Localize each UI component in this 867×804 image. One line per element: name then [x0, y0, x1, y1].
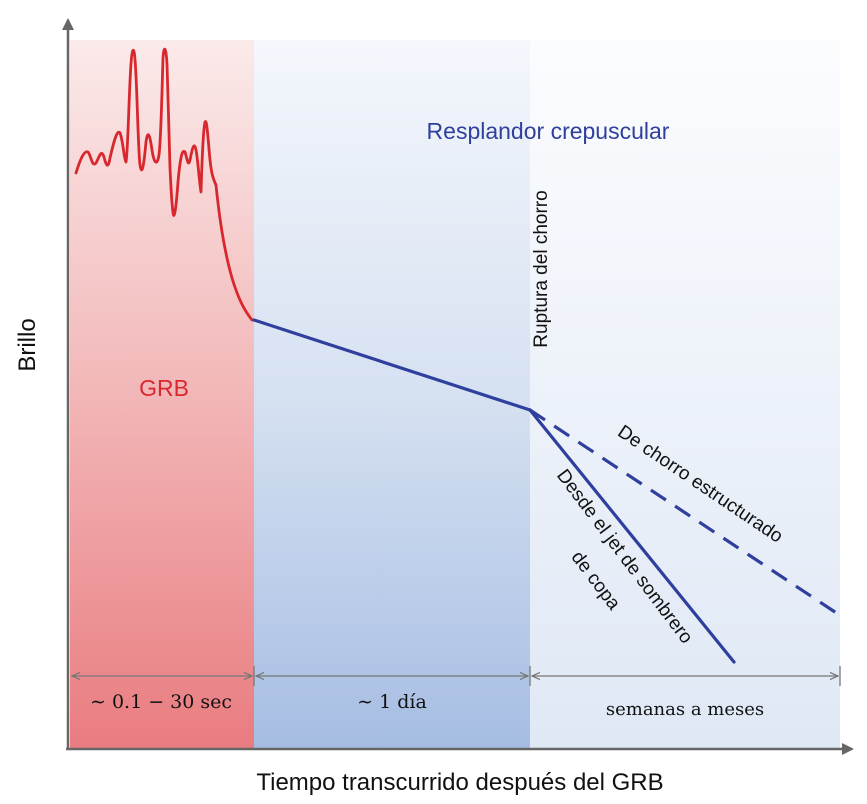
y-axis-label: Brillo [14, 318, 41, 371]
grb-light-curve [74, 47, 254, 322]
jet-break-label: Ruptura del chorro [531, 190, 552, 347]
interval-label-grb: ∼ 0.1 − 30 sec [90, 691, 232, 713]
interval-label-day: ∼ 1 día [357, 691, 427, 713]
top-hat-jet-line [528, 408, 736, 664]
grb-region [70, 40, 254, 748]
afterglow-line [252, 318, 532, 412]
structured-jet-line [529, 408, 839, 616]
interval-label-weeks: semanas a meses [606, 699, 764, 720]
late-region [530, 40, 840, 748]
grb-label: GRB [139, 375, 189, 401]
afterglow-region [254, 40, 530, 748]
x-axis-label: Tiempo transcurrido después del GRB [256, 769, 663, 796]
afterglow-label: Resplandor crepuscular [427, 118, 670, 144]
